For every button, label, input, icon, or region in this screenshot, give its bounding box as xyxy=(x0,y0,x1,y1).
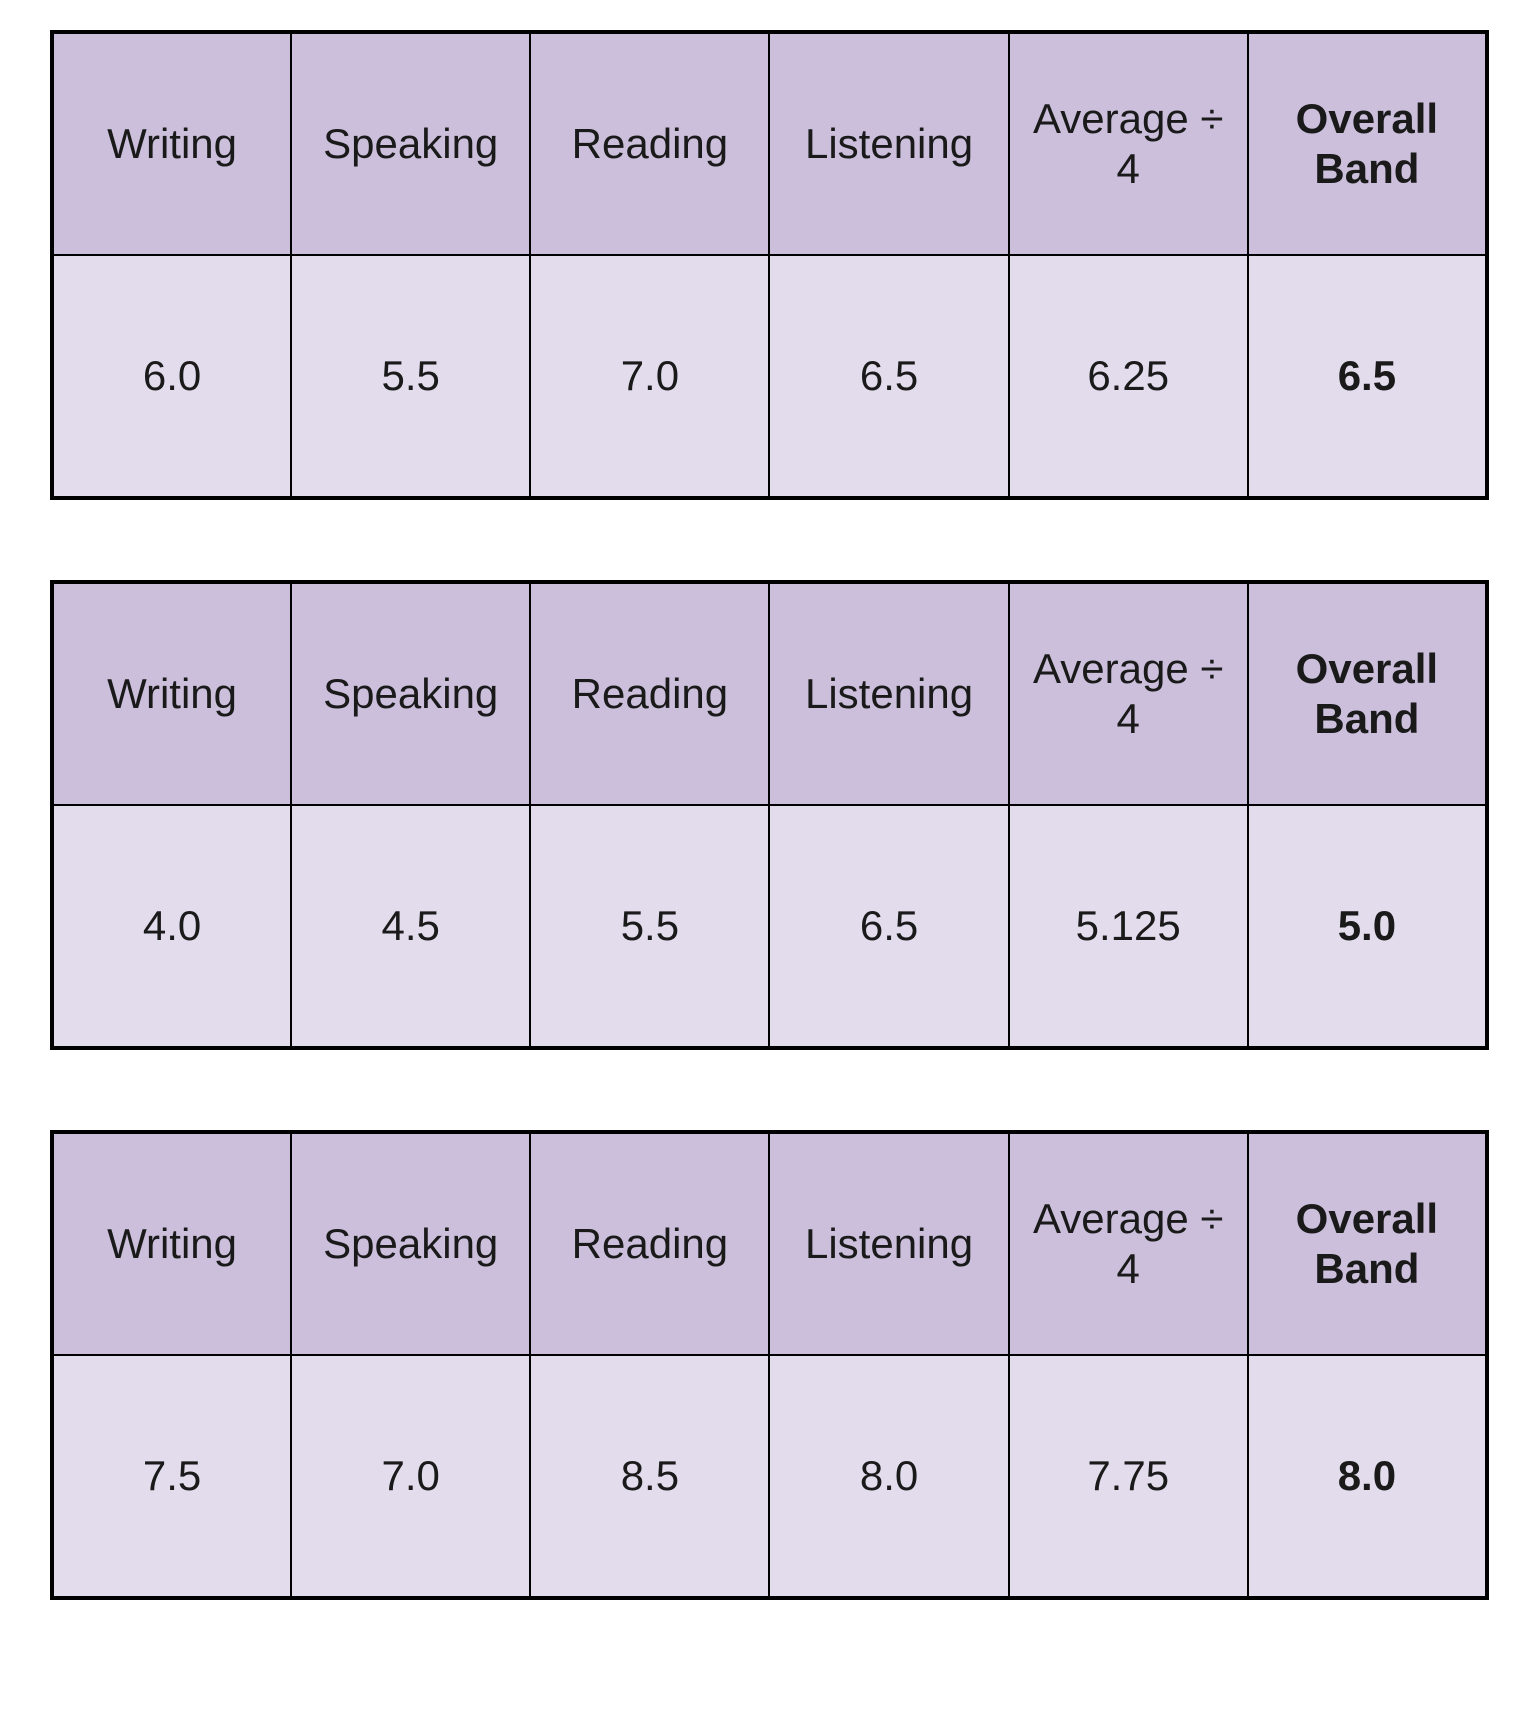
header-writing: Writing xyxy=(52,32,291,255)
cell-listening: 6.5 xyxy=(769,255,1008,498)
header-average: Average ÷ 4 xyxy=(1009,1132,1248,1355)
header-overall: Overall Band xyxy=(1248,1132,1487,1355)
cell-writing: 4.0 xyxy=(52,805,291,1048)
header-reading: Reading xyxy=(530,1132,769,1355)
header-speaking: Speaking xyxy=(291,32,530,255)
cell-reading: 5.5 xyxy=(530,805,769,1048)
cell-writing: 7.5 xyxy=(52,1355,291,1598)
cell-average: 5.125 xyxy=(1009,805,1248,1048)
cell-speaking: 7.0 xyxy=(291,1355,530,1598)
header-reading: Reading xyxy=(530,582,769,805)
header-writing: Writing xyxy=(52,582,291,805)
table-header-row: Writing Speaking Reading Listening Avera… xyxy=(52,582,1487,805)
cell-writing: 6.0 xyxy=(52,255,291,498)
header-overall: Overall Band xyxy=(1248,582,1487,805)
table-row: 6.0 5.5 7.0 6.5 6.25 6.5 xyxy=(52,255,1487,498)
score-table-1: Writing Speaking Reading Listening Avera… xyxy=(50,30,1489,500)
score-table-3: Writing Speaking Reading Listening Avera… xyxy=(50,1130,1489,1600)
header-writing: Writing xyxy=(52,1132,291,1355)
header-overall: Overall Band xyxy=(1248,32,1487,255)
cell-average: 7.75 xyxy=(1009,1355,1248,1598)
cell-listening: 8.0 xyxy=(769,1355,1008,1598)
cell-overall: 5.0 xyxy=(1248,805,1487,1048)
cell-overall: 6.5 xyxy=(1248,255,1487,498)
header-speaking: Speaking xyxy=(291,1132,530,1355)
cell-reading: 7.0 xyxy=(530,255,769,498)
header-average: Average ÷ 4 xyxy=(1009,32,1248,255)
score-table-2: Writing Speaking Reading Listening Avera… xyxy=(50,580,1489,1050)
header-listening: Listening xyxy=(769,32,1008,255)
header-reading: Reading xyxy=(530,32,769,255)
cell-average: 6.25 xyxy=(1009,255,1248,498)
cell-overall: 8.0 xyxy=(1248,1355,1487,1598)
table-row: 4.0 4.5 5.5 6.5 5.125 5.0 xyxy=(52,805,1487,1048)
table-header-row: Writing Speaking Reading Listening Avera… xyxy=(52,1132,1487,1355)
cell-speaking: 4.5 xyxy=(291,805,530,1048)
cell-listening: 6.5 xyxy=(769,805,1008,1048)
cell-speaking: 5.5 xyxy=(291,255,530,498)
header-average: Average ÷ 4 xyxy=(1009,582,1248,805)
header-speaking: Speaking xyxy=(291,582,530,805)
table-header-row: Writing Speaking Reading Listening Avera… xyxy=(52,32,1487,255)
table-row: 7.5 7.0 8.5 8.0 7.75 8.0 xyxy=(52,1355,1487,1598)
header-listening: Listening xyxy=(769,1132,1008,1355)
cell-reading: 8.5 xyxy=(530,1355,769,1598)
header-listening: Listening xyxy=(769,582,1008,805)
